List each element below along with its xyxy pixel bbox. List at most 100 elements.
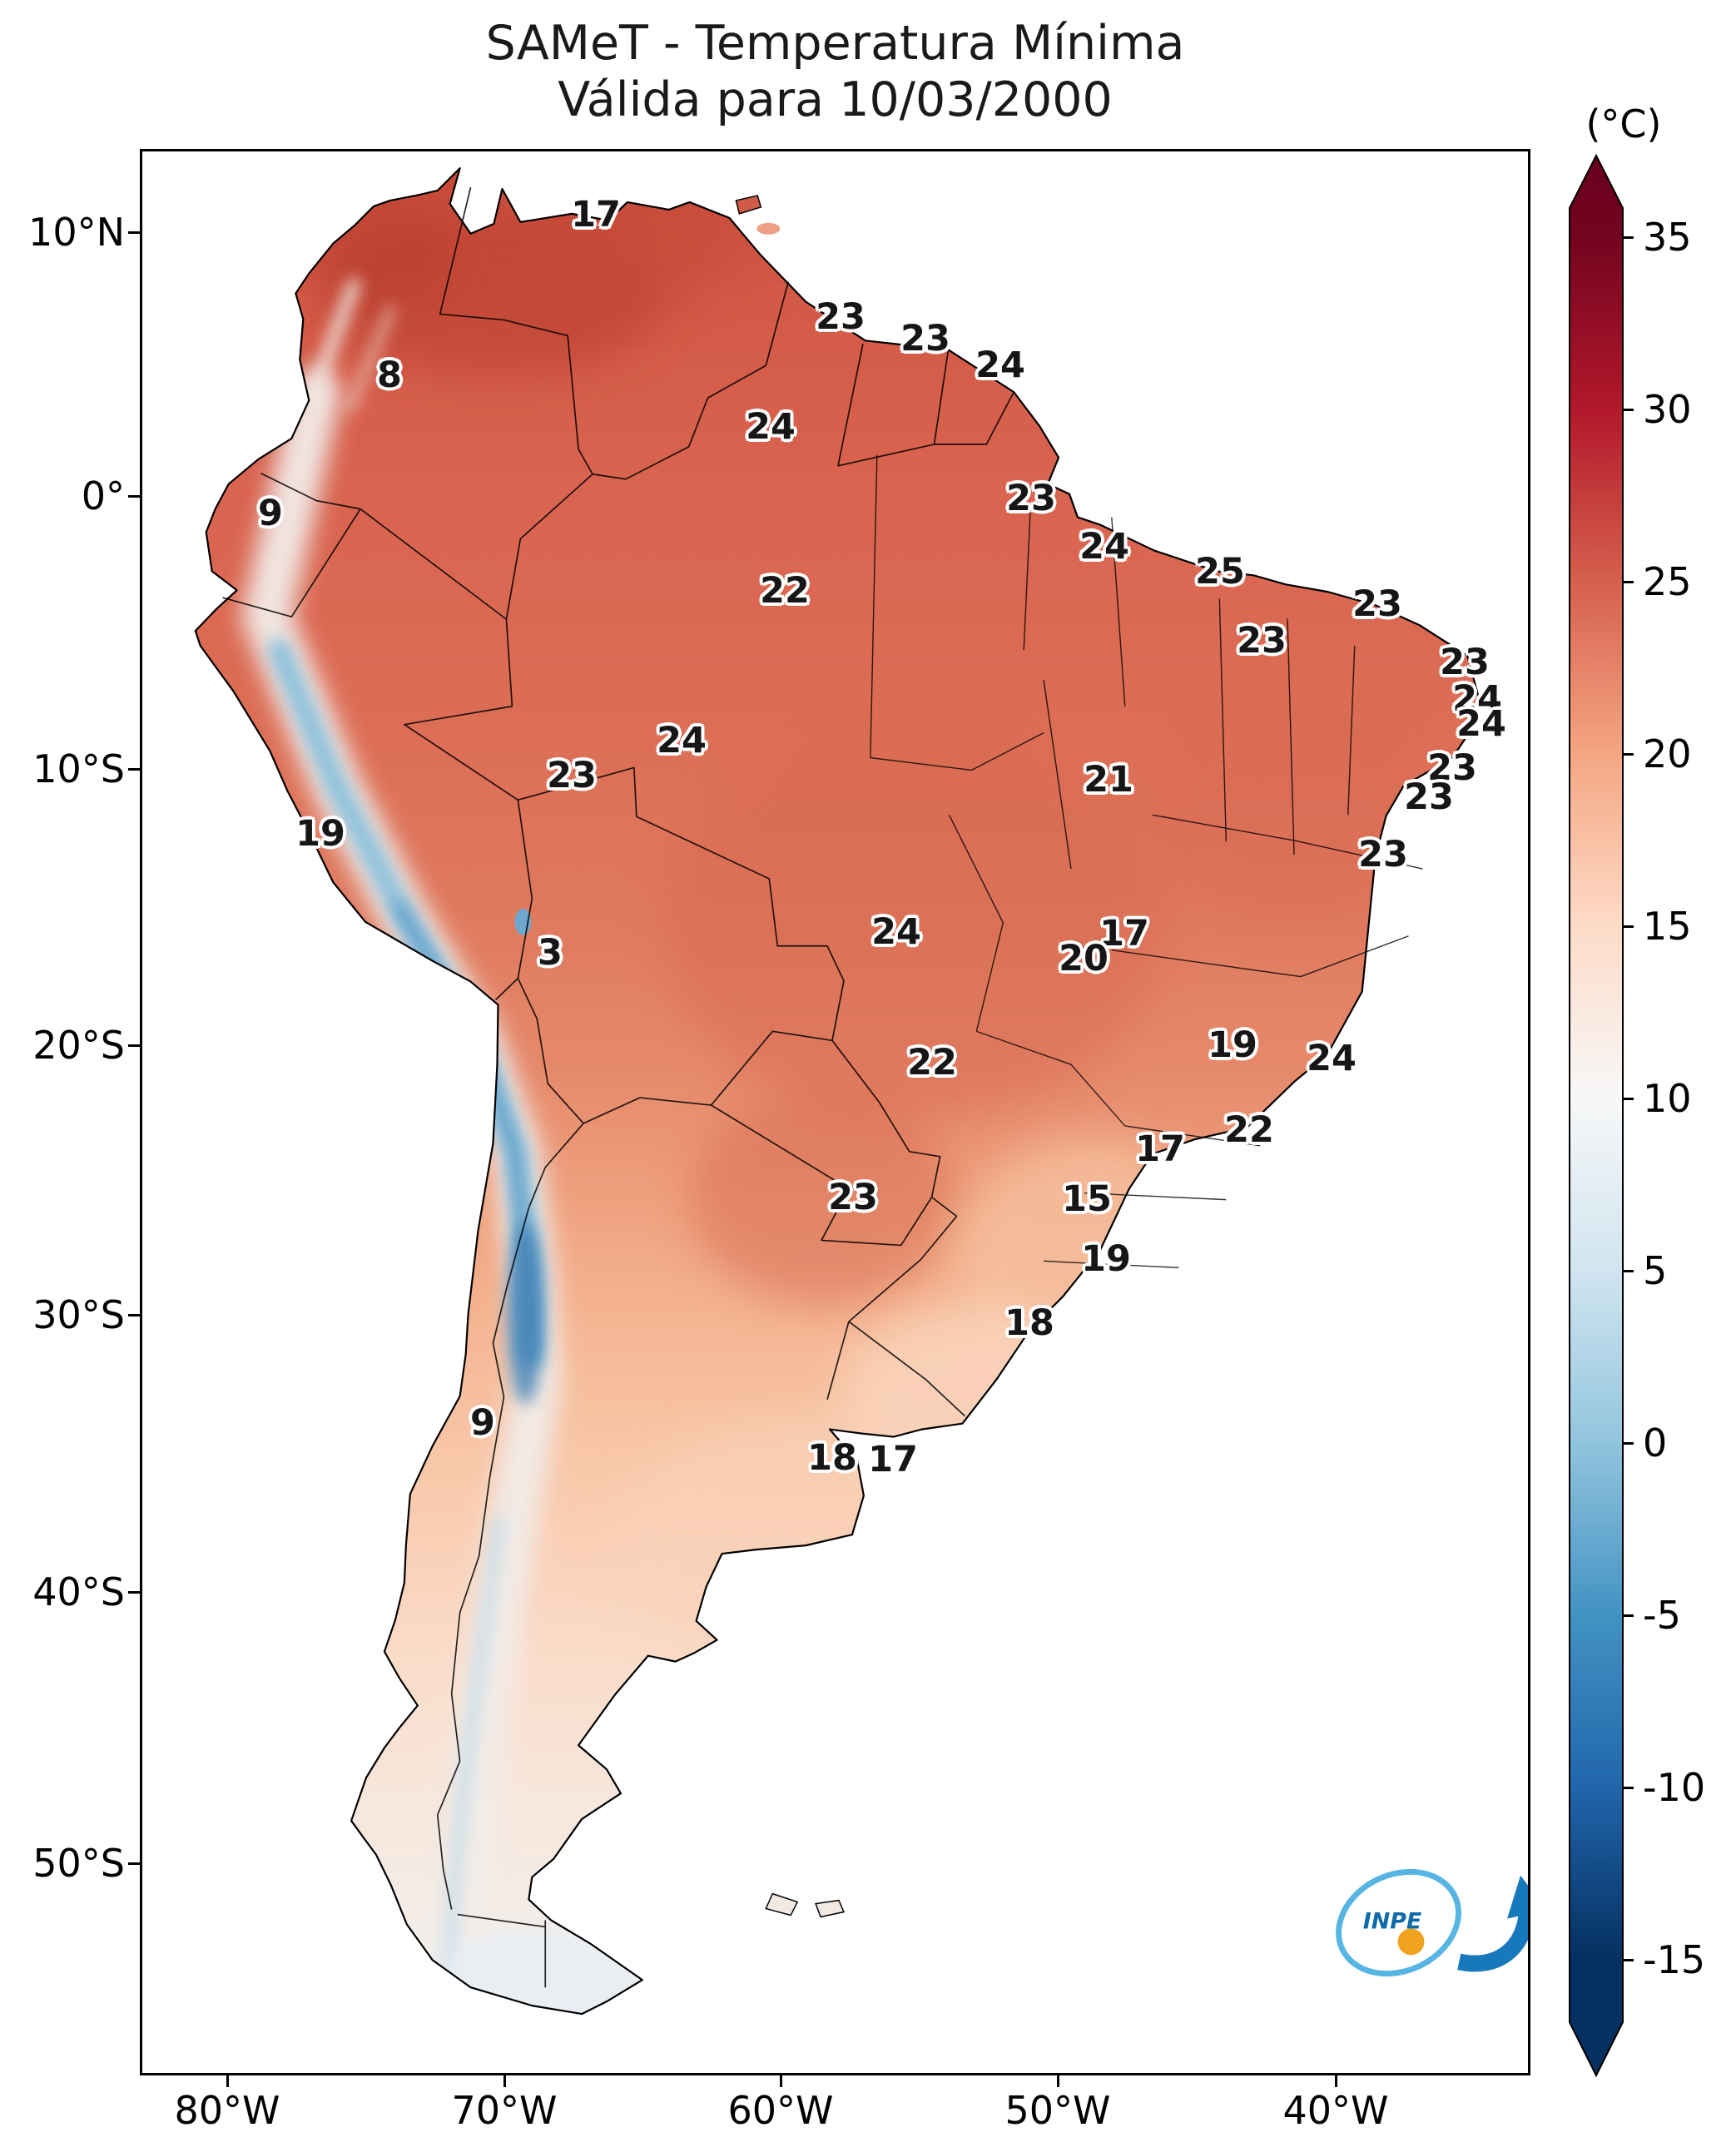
temperature-label: 17 [571, 194, 621, 236]
temperature-label: 18 [807, 1437, 857, 1479]
temperature-label: 24 [1307, 1038, 1357, 1079]
colorbar-tick-label: -10 [1643, 1765, 1706, 1810]
y-tick-mark [128, 1314, 140, 1316]
colorbar-tick-label: 25 [1643, 559, 1692, 604]
temperature-label: 20 [1059, 938, 1109, 979]
y-tick-mark [128, 1044, 140, 1047]
colorbar-tick-label: -15 [1643, 1937, 1706, 1982]
temperature-label: 23 [1440, 642, 1490, 683]
inpe-logo: INPE [1336, 1868, 1528, 1977]
colorbar: 35 30 25 20 15 10 5 0 -5 -10 -15 [1569, 153, 1736, 2078]
temperature-label: 23 [1427, 747, 1477, 789]
x-tick-mark [226, 2075, 229, 2087]
temperature-label: 9 [470, 1402, 495, 1444]
temperature-label: 8 [377, 355, 402, 396]
y-tick-label: 20°S [32, 1023, 125, 1068]
temperature-label: 19 [1208, 1024, 1257, 1066]
y-tick-mark [128, 1862, 140, 1865]
x-tick-label: 50°W [1004, 2088, 1111, 2133]
x-tick-label: 40°W [1282, 2088, 1389, 2133]
temperature-label: 25 [1195, 551, 1245, 593]
temperature-label: 23 [1358, 834, 1408, 875]
temperature-label: 23 [828, 1177, 878, 1218]
temperature-label: 23 [1237, 620, 1287, 662]
y-tick-mark [128, 1591, 140, 1594]
temperature-label: 22 [760, 570, 810, 612]
y-tick-mark [128, 231, 140, 234]
colorbar-tick-label: 15 [1643, 904, 1692, 949]
x-tick-label: 70°W [451, 2088, 558, 2133]
colorbar-unit-label: (°C) [1585, 102, 1662, 146]
x-tick-label: 80°W [174, 2088, 280, 2133]
south-america-map: INPE [194, 166, 1528, 2016]
temperature-label: 24 [746, 406, 796, 448]
lake-titicaca [514, 908, 532, 935]
x-tick-label: 60°W [727, 2088, 834, 2133]
y-tick-mark [128, 495, 140, 498]
temperature-label: 17 [1099, 913, 1149, 955]
colorbar-tick-mark [1623, 1270, 1634, 1272]
colorbar-gradient [1569, 153, 1624, 2078]
colorbar-tick-mark [1623, 1098, 1634, 1100]
temperature-label: 24 [871, 911, 921, 953]
temperature-label: 23 [1404, 776, 1454, 818]
colorbar-tick-mark [1623, 409, 1634, 411]
state-borders [870, 454, 1423, 1269]
colorbar-tick-mark [1623, 753, 1634, 756]
temperature-label: 24 [1079, 526, 1129, 568]
temperature-label: 15 [1062, 1178, 1112, 1220]
falkland-islands [765, 1892, 846, 1918]
trinidad-island [735, 195, 762, 215]
title-line2: Válida para 10/03/2000 [558, 72, 1113, 127]
temperature-label: 17 [1135, 1128, 1185, 1170]
temperature-label: 19 [1081, 1238, 1131, 1280]
temperature-label: 23 [816, 296, 866, 338]
colorbar-tick-mark [1623, 1442, 1634, 1445]
temperature-label: 21 [1084, 759, 1133, 801]
x-tick-mark [1335, 2075, 1337, 2087]
map-plot: INPE 17 23 23 24 8 24 23 9 24 25 23 23 22 23 24 24 24 23 2… [140, 149, 1530, 2075]
temperature-label: 3 [538, 932, 563, 974]
temperature-label: 24 [1456, 703, 1506, 745]
y-tick-label: 10°N [28, 210, 125, 255]
y-tick-label: 30°S [32, 1292, 125, 1337]
temperature-label: 18 [1004, 1302, 1054, 1344]
colorbar-tick-mark [1623, 1787, 1634, 1789]
country-borders [222, 186, 1014, 1988]
colorbar-tick-mark [1623, 236, 1634, 239]
temperature-raster [195, 168, 1479, 2015]
inpe-logo-text: INPE [1363, 1908, 1422, 1934]
colorbar-tick-label: -5 [1643, 1593, 1681, 1638]
temperature-label: 9 [258, 493, 283, 534]
temperature-label: 23 [900, 318, 950, 359]
y-tick-label: 50°S [32, 1841, 125, 1886]
x-tick-mark [1057, 2075, 1059, 2087]
y-tick-label: 0° [81, 474, 125, 518]
colorbar-tick-mark [1623, 1959, 1634, 1961]
temperature-label: 24 [1452, 678, 1502, 720]
y-tick-label: 10°S [32, 746, 125, 791]
temperature-label: 24 [657, 720, 707, 761]
colorbar-tick-mark [1623, 1614, 1634, 1617]
colorbar-tick-mark [1623, 581, 1634, 583]
temperature-label: 23 [1352, 583, 1402, 625]
inpe-logo-orange-dot [1397, 1928, 1425, 1956]
y-tick-mark [128, 768, 140, 771]
y-tick-label: 40°S [32, 1569, 125, 1614]
colorbar-tick-label: 0 [1643, 1421, 1668, 1465]
colorbar-tick-label: 10 [1643, 1076, 1692, 1121]
temperature-label: 24 [975, 345, 1025, 386]
chart-title: SAMeT - Temperatura Mínima Válida para 1… [140, 15, 1530, 128]
temperature-label: 17 [868, 1439, 918, 1480]
title-line1: SAMeT - Temperatura Mínima [485, 16, 1185, 71]
colorbar-tick-mark [1623, 925, 1634, 928]
colorbar-tick-label: 30 [1643, 387, 1692, 432]
x-tick-mark [503, 2075, 506, 2087]
x-tick-mark [780, 2075, 782, 2087]
temperature-label: 23 [547, 755, 597, 796]
temperature-label: 19 [295, 813, 345, 855]
temperature-label: 22 [907, 1042, 957, 1083]
inpe-logo-arrow [1457, 1911, 1528, 1972]
colorbar-tick-label: 35 [1643, 215, 1692, 260]
